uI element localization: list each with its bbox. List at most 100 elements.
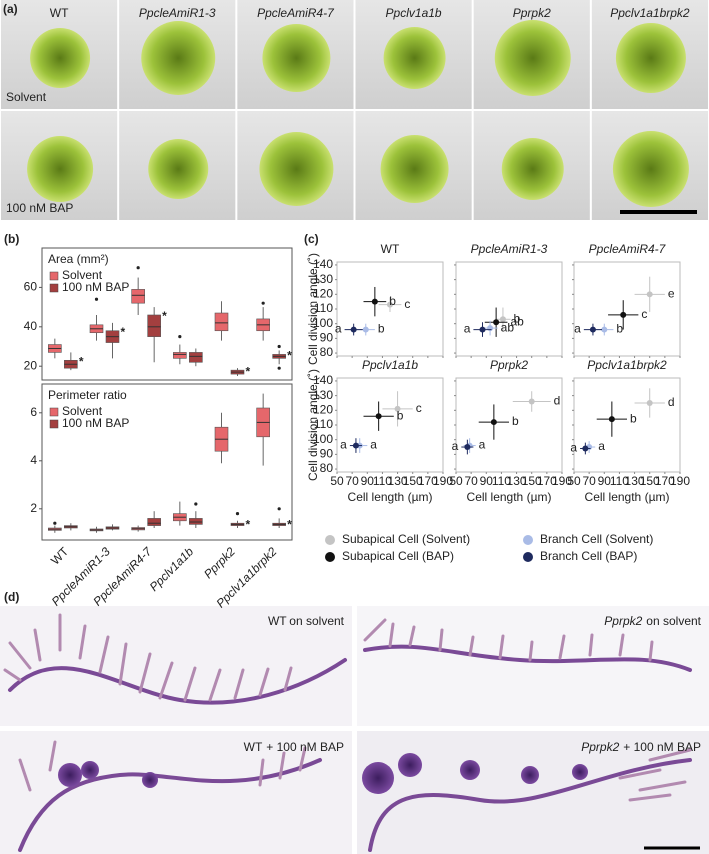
moss-colony	[383, 27, 446, 89]
moss-colony	[27, 136, 94, 202]
point	[646, 399, 653, 406]
genotype-label: Ppclv1a1brpk2	[610, 6, 690, 20]
point	[528, 398, 535, 405]
chart-title: PpcleAmiR4-7	[589, 242, 667, 256]
y-tick-label: 80	[320, 345, 334, 359]
y-axis-title: Cell division angle (˚)	[306, 369, 320, 481]
plot-frame	[573, 261, 681, 357]
x-axis-title: Cell length (µm)	[585, 490, 670, 504]
x-tick-label: 110	[610, 474, 629, 488]
panel-label: (d)	[4, 590, 19, 604]
point	[464, 444, 471, 451]
y-tick-label: 20	[24, 358, 38, 372]
plot-frame	[455, 377, 563, 473]
point	[479, 326, 486, 333]
outlier	[261, 301, 265, 305]
point	[394, 405, 401, 412]
genotype-label: PpcleAmiR1-3	[139, 6, 216, 20]
y-tick-label: 100	[313, 316, 333, 330]
moss-colony	[30, 28, 91, 88]
legend-marker	[523, 552, 533, 562]
y-tick-label: 110	[314, 417, 333, 431]
x-tick-label: 90	[598, 474, 612, 488]
genotype-label: WT	[50, 6, 69, 20]
point	[589, 326, 596, 333]
box	[131, 289, 145, 304]
box	[214, 312, 229, 332]
condition: + 100 nM BAP	[266, 740, 344, 754]
letter-label: ab	[510, 314, 524, 328]
panel-label: (b)	[4, 232, 19, 246]
legend-label: Subapical Cell (Solvent)	[342, 532, 470, 546]
chart-title: Ppclv1a1brpk2	[587, 358, 667, 372]
moss-colony	[612, 131, 689, 207]
legend-label: 100 nM BAP	[62, 416, 129, 430]
legend-label: 100 nM BAP	[62, 280, 129, 294]
outlier	[53, 521, 57, 525]
significance: *	[246, 517, 251, 531]
point	[620, 311, 627, 318]
letter-label: a	[370, 438, 377, 452]
genotype: WT	[244, 740, 263, 754]
image-label: Pprpk2 + 100 nM BAP	[581, 740, 701, 754]
y-tick-label: 40	[24, 319, 38, 333]
letter-label: b	[378, 322, 385, 336]
legend-marker	[325, 552, 335, 562]
category-label: Ppclv1a1b	[147, 544, 197, 594]
x-tick-label: 70	[582, 474, 596, 488]
legend-marker	[523, 535, 533, 545]
significance: *	[287, 349, 292, 363]
moss-colony	[262, 24, 331, 92]
x-tick-label: 50	[567, 474, 581, 488]
letter-label: e	[668, 286, 675, 300]
x-axis-title: Cell length (µm)	[348, 490, 433, 504]
x-tick-label: 70	[464, 474, 478, 488]
moss-colony	[380, 135, 449, 203]
category-label: WT	[48, 544, 72, 568]
letter-label: b	[616, 322, 623, 336]
point	[352, 442, 359, 449]
point	[608, 416, 615, 423]
y-tick-label: 90	[320, 447, 334, 461]
letter-label: b	[389, 294, 396, 308]
moss-colony	[615, 23, 686, 93]
x-tick-label: 150	[640, 474, 660, 488]
chart-title: WT	[381, 242, 400, 256]
category-label: Pprpk2	[201, 544, 238, 581]
point	[490, 419, 497, 426]
point	[499, 316, 506, 323]
y-tick-label: 140	[313, 257, 333, 271]
y-tick-label: 6	[30, 405, 37, 419]
box	[189, 352, 203, 363]
significance: *	[287, 517, 292, 531]
significance: *	[162, 309, 167, 323]
letter-label: a	[598, 439, 605, 453]
y-tick-label: 130	[313, 272, 333, 286]
x-tick-label: 50	[330, 474, 344, 488]
image-label: Pprpk2 on solvent	[604, 614, 701, 628]
x-tick-label: 150	[522, 474, 542, 488]
letter-label: a	[464, 322, 471, 336]
point	[387, 301, 393, 308]
genotype: Pprpk2	[604, 614, 642, 628]
outlier	[178, 335, 182, 339]
panel-label: (c)	[304, 232, 319, 246]
outlier	[194, 502, 198, 506]
legend-label: Solvent	[62, 404, 103, 418]
moss-colony	[141, 21, 216, 95]
moss-colony	[148, 139, 209, 199]
significance: *	[246, 364, 251, 378]
x-tick-label: 190	[670, 474, 690, 488]
letter-label: c	[641, 307, 647, 321]
y-tick-label: 120	[313, 402, 333, 416]
letter-label: a	[479, 438, 486, 452]
x-tick-label: 110	[373, 474, 392, 488]
significance: *	[121, 325, 126, 339]
condition: + 100 nM BAP	[623, 740, 701, 754]
micrograph	[0, 731, 352, 854]
x-tick-label: 110	[492, 474, 511, 488]
genotype: Pprpk2	[581, 740, 619, 754]
letter-label: a	[340, 438, 347, 452]
letter-label: ab	[501, 320, 515, 334]
outlier	[235, 511, 240, 516]
